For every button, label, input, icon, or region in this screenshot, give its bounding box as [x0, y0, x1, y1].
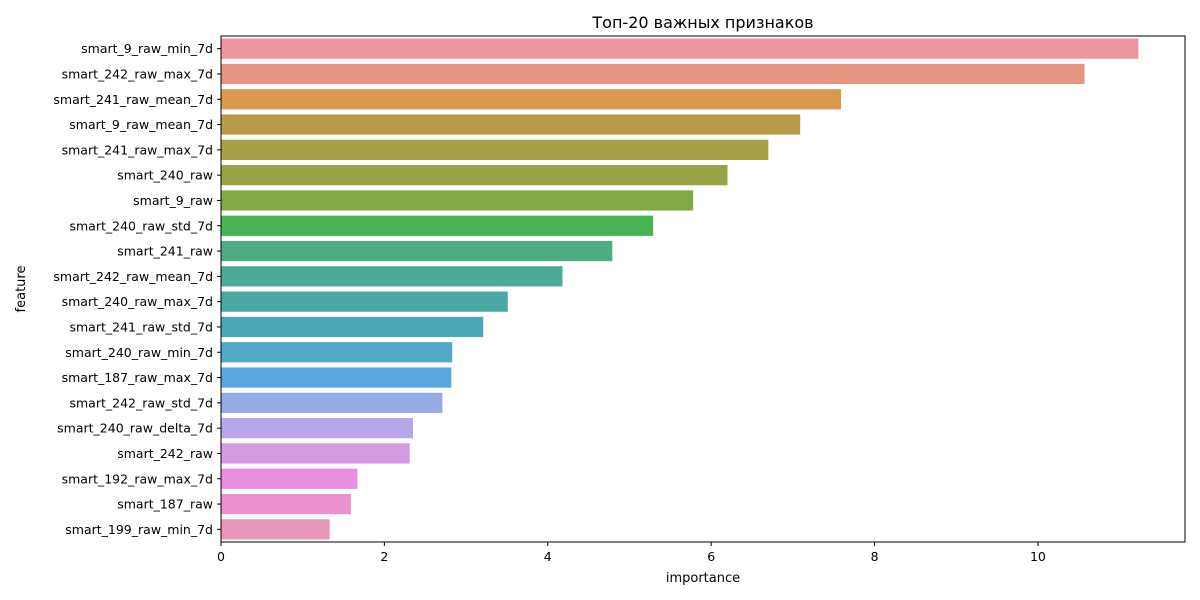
bar-smart_9_raw_mean_7d [221, 114, 801, 135]
y-tick-label: smart_242_raw_mean_7d [53, 269, 213, 284]
y-tick-label: smart_192_raw_max_7d [62, 471, 213, 486]
bar-smart_242_raw_mean_7d [221, 266, 563, 287]
y-tick-label: smart_242_raw_max_7d [62, 66, 213, 81]
y-tick-label: smart_240_raw_delta_7d [57, 421, 213, 436]
bar-smart_241_raw_max_7d [221, 139, 769, 160]
x-tick-label: 8 [871, 549, 879, 564]
bar-smart_242_raw_max_7d [221, 63, 1085, 85]
bar-smart_242_raw_std_7d [221, 392, 443, 413]
y-tick-label: smart_9_raw_min_7d [81, 41, 213, 56]
y-tick-label: smart_240_raw_std_7d [69, 218, 213, 233]
y-tick-label: smart_187_raw [117, 497, 213, 512]
bar-smart_9_raw [221, 190, 694, 211]
bar-smart_192_raw_max_7d [221, 468, 358, 489]
bar-smart_9_raw_min_7d [221, 38, 1139, 59]
bars-group [221, 38, 1139, 540]
bar-smart_242_raw [221, 443, 410, 464]
bar-smart_240_raw_max_7d [221, 291, 508, 312]
y-tick-label: smart_240_raw_max_7d [62, 294, 213, 309]
bar-smart_187_raw_max_7d [221, 367, 452, 388]
y-tick-label: smart_242_raw_std_7d [69, 395, 213, 410]
x-tick-label: 10 [1030, 549, 1046, 564]
y-tick-label: smart_241_raw [117, 244, 213, 259]
bar-smart_240_raw_delta_7d [221, 418, 413, 439]
x-axis: 0 2 4 6 8 10 [217, 542, 1046, 564]
x-tick-label: 4 [544, 549, 552, 564]
bar-smart_240_raw [221, 165, 728, 186]
bar-smart_240_raw_min_7d [221, 342, 453, 363]
bar-smart_199_raw_min_7d [221, 519, 330, 540]
y-axis-title: feature [14, 266, 29, 313]
y-tick-label: smart_242_raw [117, 446, 213, 461]
y-tick-label: smart_240_raw [117, 168, 213, 183]
bar-smart_241_raw_std_7d [221, 316, 484, 338]
bar-smart_240_raw_std_7d [221, 215, 654, 236]
x-tick-label: 6 [707, 549, 715, 564]
y-tick-label: smart_9_raw_mean_7d [69, 117, 213, 132]
y-tick-labels: smart_9_raw_min_7d smart_242_raw_max_7dsm… [53, 41, 221, 537]
plot-frame [220, 35, 1186, 543]
bar-smart_241_raw [221, 240, 613, 262]
bar-smart_241_raw_mean_7d [221, 89, 842, 110]
x-axis-title: importance [666, 571, 740, 586]
bar-smart_187_raw [221, 493, 351, 515]
y-tick-label: smart_241_raw_max_7d [62, 142, 213, 157]
y-tick-label: smart_241_raw_std_7d [69, 319, 213, 334]
x-tick-label: 0 [217, 549, 225, 564]
y-tick-label: smart_199_raw_min_7d [65, 522, 213, 537]
y-tick-label: smart_187_raw_max_7d [62, 370, 213, 385]
y-tick-label: smart_9_raw [133, 193, 213, 208]
y-tick-label: smart_241_raw_mean_7d [53, 92, 213, 107]
chart-title: Топ-20 важных признаков [591, 13, 813, 32]
y-tick-label: smart_240_raw_min_7d [65, 345, 213, 360]
x-tick-label: 2 [380, 549, 388, 564]
